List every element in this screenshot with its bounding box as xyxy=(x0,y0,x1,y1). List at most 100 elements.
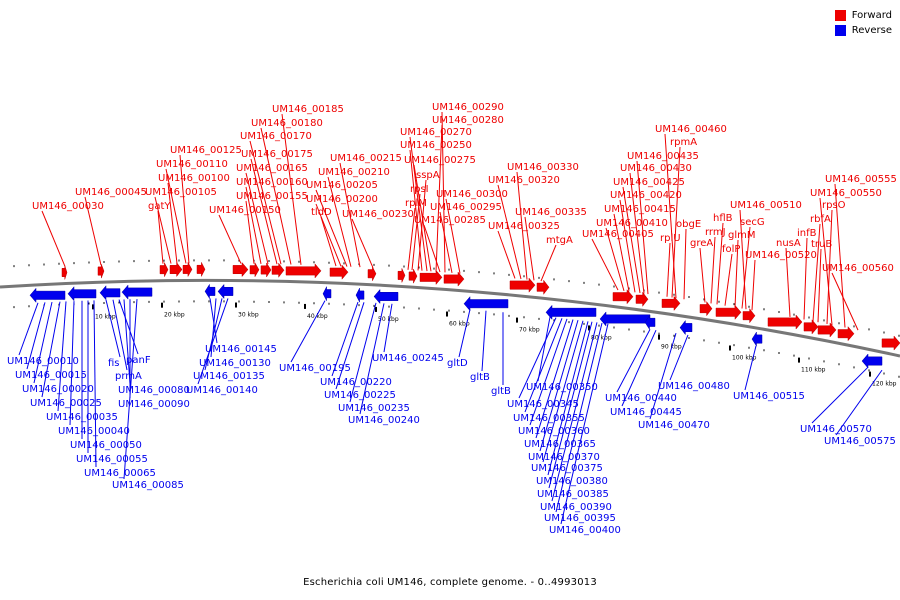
forward-label-leader xyxy=(218,214,242,264)
reverse-gene-label: gltD xyxy=(447,358,468,369)
forward-gene-label: UM146_00125 xyxy=(170,145,242,156)
forward-label-leader xyxy=(260,127,292,265)
forward-label-leader xyxy=(826,209,833,324)
reverse-label-leader xyxy=(383,303,393,353)
forward-gene-label: UM146_00520 xyxy=(745,250,817,261)
forward-gene-label: UM146_00045 xyxy=(75,187,147,198)
forward-gene-arrow xyxy=(635,291,649,307)
reverse-gene-arrow xyxy=(751,331,763,347)
reverse-gene-label: UM146_00080 xyxy=(118,385,190,396)
forward-label-leader xyxy=(497,184,522,280)
reverse-gene-label: UM146_00395 xyxy=(544,513,616,524)
forward-gene-arrow xyxy=(661,295,681,312)
forward-label-leader xyxy=(409,149,423,271)
reverse-gene-label: panF xyxy=(126,355,151,366)
forward-gene-label: UM146_00230 xyxy=(342,209,414,220)
forward-label-leader xyxy=(497,230,516,279)
forward-label-leader xyxy=(803,237,808,320)
forward-gene-arrow xyxy=(196,262,206,277)
reverse-label-leader xyxy=(669,334,689,381)
reverse-gene-label: UM146_00245 xyxy=(372,353,444,364)
forward-gene-label: UM146_00215 xyxy=(330,153,402,164)
forward-gene-label: nusA xyxy=(776,238,801,249)
kbp-tick-label: 10 kbp xyxy=(95,313,116,320)
forward-gene-label: UM146_00460 xyxy=(655,124,727,135)
reverse-label-leader xyxy=(359,303,385,415)
forward-gene-label: secG xyxy=(740,217,765,228)
reverse-gene-label: UM146_00085 xyxy=(112,480,184,491)
reverse-gene-label: UM146_00350 xyxy=(526,382,598,393)
forward-gene-label: UM146_00335 xyxy=(515,207,587,218)
reverse-label-leader xyxy=(555,322,603,513)
forward-label-leader xyxy=(351,218,374,268)
forward-label-leader xyxy=(327,176,352,267)
forward-label-leader xyxy=(834,183,846,328)
reverse-gene-label: gltB xyxy=(491,386,511,397)
kbp-tick-label: 110 kbp xyxy=(801,367,826,374)
forward-label-leader xyxy=(785,247,791,317)
reverse-label-leader xyxy=(518,317,557,399)
forward-gene-arrow xyxy=(169,261,183,278)
forward-label-leader xyxy=(167,182,178,264)
forward-label-leader xyxy=(41,210,66,267)
forward-gene-arrow xyxy=(285,263,322,279)
reverse-gene-arrow xyxy=(679,319,693,336)
forward-gene-arrow xyxy=(837,326,855,342)
forward-gene-label: rrmJ xyxy=(705,227,726,238)
forward-genes xyxy=(61,261,900,351)
forward-gene-label: rplU xyxy=(660,233,681,244)
forward-gene-label: UM146_00435 xyxy=(627,151,699,162)
forward-label-leader xyxy=(407,207,416,270)
forward-gene-label: UM146_00270 xyxy=(400,127,472,138)
reverse-label-leader xyxy=(290,300,326,363)
reverse-gene-arrow xyxy=(67,286,97,302)
forward-label-leader xyxy=(817,248,822,323)
forward-label-leader xyxy=(315,189,348,267)
reverse-gene-label: UM146_00035 xyxy=(46,412,118,423)
reverse-label-leader xyxy=(112,299,128,371)
forward-gene-label: UM146_00510 xyxy=(730,200,802,211)
forward-gene-label: UM146_00250 xyxy=(400,140,472,151)
legend-reverse: Reverse xyxy=(834,23,892,38)
reverse-label-leader xyxy=(26,302,46,370)
reverse-label-leader xyxy=(529,318,568,426)
forward-label-leader xyxy=(734,239,739,308)
reverse-gene-label: UM146_00050 xyxy=(70,440,142,451)
reverse-label-leader xyxy=(548,321,593,489)
forward-label-leader xyxy=(716,222,724,305)
reverse-gene-label: UM146_00515 xyxy=(733,391,805,402)
forward-gene-label: UM146_00105 xyxy=(145,187,217,198)
forward-label-leader xyxy=(245,186,262,264)
forward-gene-label: truB xyxy=(811,239,832,250)
forward-gene-label: obgE xyxy=(676,219,701,230)
kbp-tick-label: 100 kbp xyxy=(732,355,757,362)
reverse-gene-labels: UM146_00010 UM146_00015 UM146_00020 UM146_0… xyxy=(7,344,896,536)
forward-label-leader xyxy=(636,160,649,295)
reverse-label-leader xyxy=(41,301,61,398)
reverse-swatch xyxy=(834,25,846,36)
kbp-tick-label: 50 kbp xyxy=(378,316,399,323)
reverse-gene-label: UM146_00470 xyxy=(638,420,710,431)
forward-label-leader xyxy=(540,244,557,282)
forward-gene-label: infB xyxy=(797,228,817,239)
reverse-label-leader xyxy=(123,299,138,480)
reverse-label-leader xyxy=(69,301,75,426)
reverse-gene-label: UM146_00195 xyxy=(279,363,351,374)
reverse-gene-label: UM146_00235 xyxy=(338,403,410,414)
forward-gene-arrow xyxy=(419,269,443,286)
reverse-gene-arrow xyxy=(322,286,332,301)
forward-label-leader xyxy=(249,140,282,265)
forward-gene-label: tldD xyxy=(311,207,332,218)
forward-gene-arrow xyxy=(367,266,377,281)
reverse-label-leader xyxy=(535,319,574,439)
forward-gene-arrow xyxy=(509,277,536,293)
forward-gene-label: UM146_00555 xyxy=(825,174,897,185)
kbp-tick-label: 60 kbp xyxy=(449,321,470,328)
forward-gene-label: sspA xyxy=(416,170,440,181)
forward-gene-arrow xyxy=(397,268,406,283)
reverse-gene-label: UM146_00380 xyxy=(536,476,608,487)
forward-label-leader xyxy=(179,154,190,264)
reverse-gene-label: UM146_00130 xyxy=(199,358,271,369)
